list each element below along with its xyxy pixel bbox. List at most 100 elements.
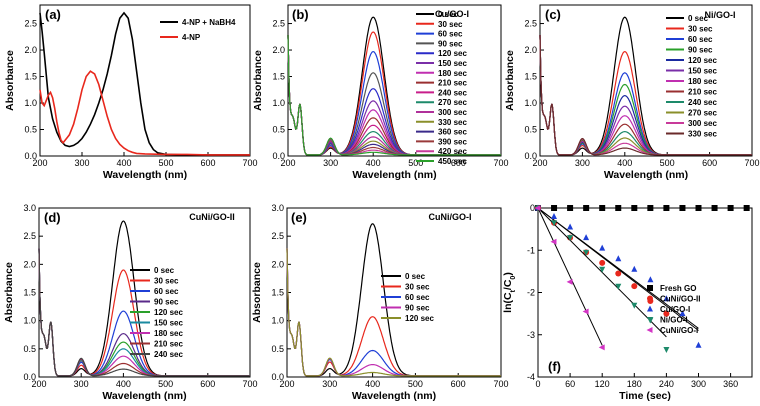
y-tick-label: 0.5 bbox=[524, 125, 537, 135]
legend-marker bbox=[647, 305, 653, 312]
x-tick-label: 360 bbox=[723, 379, 738, 389]
x-axis-label: Wavelength (nm) bbox=[604, 169, 688, 181]
legend-label: 0 sec bbox=[405, 272, 426, 281]
x-tick-label: 400 bbox=[116, 158, 131, 168]
data-point-fresh-go bbox=[695, 205, 702, 211]
legend-label: 60 sec bbox=[688, 35, 713, 44]
data-point-ni-go-i bbox=[567, 235, 574, 242]
x-tick-label: 120 bbox=[595, 379, 610, 389]
x-tick-label: 500 bbox=[158, 158, 173, 168]
data-point-ni-go-i bbox=[583, 249, 590, 256]
series-line-0-sec bbox=[287, 16, 501, 156]
legend-marker bbox=[647, 285, 653, 291]
legend-label: 240 sec bbox=[688, 98, 717, 107]
y-tick-label: 0.0 bbox=[23, 372, 36, 382]
legend-label: 210 sec bbox=[154, 340, 183, 349]
data-point-cu-go-i bbox=[551, 213, 557, 219]
data-point-cuni-go-ii bbox=[615, 270, 622, 277]
data-point-cu-go-i bbox=[567, 223, 574, 230]
legend-label: 30 sec bbox=[405, 283, 430, 292]
y-tick-label: 2.0 bbox=[524, 45, 537, 55]
panel-letter: (a) bbox=[45, 7, 61, 22]
y-tick-label: 2.5 bbox=[272, 19, 285, 29]
y-tick-label: 2.5 bbox=[524, 19, 537, 29]
series-line-330-sec bbox=[539, 34, 752, 156]
x-axis-label: Time (sec) bbox=[619, 390, 671, 402]
data-point-ni-go-i bbox=[551, 220, 557, 227]
data-point-fresh-go bbox=[711, 205, 718, 211]
panel-letter: (e) bbox=[291, 210, 307, 225]
y-axis-label: Absorbance bbox=[252, 50, 264, 111]
x-tick-label: 700 bbox=[493, 379, 508, 389]
legend-label: 420 sec bbox=[438, 147, 467, 156]
y-tick-label: 1.0 bbox=[271, 316, 284, 326]
series-line-90-sec bbox=[286, 248, 501, 377]
y-tick-label: -2 bbox=[527, 288, 535, 298]
series-line-120-sec bbox=[286, 248, 501, 377]
data-point-cu-go-i bbox=[631, 265, 638, 272]
data-point-cuni-go-i bbox=[598, 344, 605, 351]
legend-label: 90 sec bbox=[438, 39, 463, 48]
panel-e: 200 300 400 500 600 700 0.0 0.5 1.0 1.5 2.0 2.5 3.0 W… bbox=[251, 203, 509, 402]
panel-letter: (c) bbox=[545, 7, 561, 22]
y-tick-label: 2.5 bbox=[24, 19, 37, 29]
legend-label: 120 sec bbox=[405, 314, 434, 323]
fit-line-cuni-go-i bbox=[537, 207, 603, 346]
x-tick-label: 600 bbox=[451, 379, 466, 389]
panel-a: 200 300 400 500 600 700 0.0 0.5 1.0 1.5 2.0 2.5 Wave… bbox=[4, 4, 258, 181]
data-point-cuni-go-i bbox=[566, 278, 573, 285]
legend-label: 360 sec bbox=[438, 128, 467, 137]
legend-label: 330 sec bbox=[438, 118, 467, 127]
panel-d: 200 300 400 500 600 700 0.0 0.5 1.0 1.5 2.0 2.5 3.0 W… bbox=[3, 203, 258, 402]
legend-label: 180 sec bbox=[154, 329, 183, 338]
y-tick-label: 2.5 bbox=[271, 231, 284, 241]
data-point-fresh-go bbox=[583, 205, 590, 211]
series-line-30-sec bbox=[287, 31, 501, 156]
legend-label: 0 sec bbox=[688, 14, 709, 23]
y-tick-label: 0.5 bbox=[23, 344, 36, 354]
x-tick-label: 700 bbox=[744, 158, 759, 168]
y-tick-label: 1.5 bbox=[23, 288, 36, 298]
panel-title: CuNi/GO-II bbox=[189, 212, 235, 222]
x-tick-label: 180 bbox=[627, 379, 642, 389]
x-axis-label: Wavelength (nm) bbox=[352, 169, 436, 181]
legend-label: Fresh GO bbox=[660, 284, 696, 293]
legend-label: 330 sec bbox=[688, 130, 717, 139]
legend-label: 30 sec bbox=[688, 25, 713, 34]
x-tick-label: 400 bbox=[366, 158, 381, 168]
data-point-cu-go-i bbox=[679, 310, 686, 317]
y-tick-label: 1.0 bbox=[524, 98, 537, 108]
series-line-240-sec bbox=[38, 248, 250, 377]
plot-frame bbox=[537, 207, 753, 378]
x-tick-label: 500 bbox=[158, 379, 173, 389]
data-point-cuni-go-ii bbox=[631, 283, 638, 290]
y-tick-label: 0.5 bbox=[24, 125, 37, 135]
data-point-fresh-go bbox=[615, 205, 622, 211]
x-tick-label: 700 bbox=[242, 158, 257, 168]
panel-title: Ni/GO-I bbox=[705, 10, 736, 20]
y-axis-label: Absorbance bbox=[504, 50, 516, 111]
data-point-fresh-go bbox=[727, 205, 734, 211]
legend-marker bbox=[646, 327, 653, 333]
y-tick-label: -1 bbox=[527, 245, 535, 255]
y-tick-label: -3 bbox=[527, 330, 535, 340]
y-tick-label: 3.0 bbox=[23, 203, 36, 213]
x-tick-label: 600 bbox=[702, 158, 717, 168]
y-tick-label: 0.0 bbox=[24, 151, 37, 161]
y-tick-label: 1.5 bbox=[271, 288, 284, 298]
x-tick-label: 200 bbox=[279, 379, 294, 389]
legend-label: 240 sec bbox=[438, 88, 467, 97]
y-tick-label: 0 bbox=[530, 203, 535, 213]
x-tick-label: 500 bbox=[408, 379, 423, 389]
data-point-cuni-go-ii bbox=[663, 310, 670, 317]
y-tick-label: 1.5 bbox=[24, 72, 37, 82]
panel-letter: (f) bbox=[548, 359, 561, 374]
data-point-cu-go-i bbox=[647, 276, 654, 283]
data-point-cu-go-i bbox=[583, 234, 590, 241]
x-tick-label: 300 bbox=[323, 158, 338, 168]
x-tick-label: 500 bbox=[408, 158, 423, 168]
data-point-fresh-go bbox=[631, 205, 638, 211]
legend-label: 300 sec bbox=[438, 108, 467, 117]
legend-marker bbox=[647, 317, 653, 323]
y-tick-label: 1.5 bbox=[272, 72, 285, 82]
